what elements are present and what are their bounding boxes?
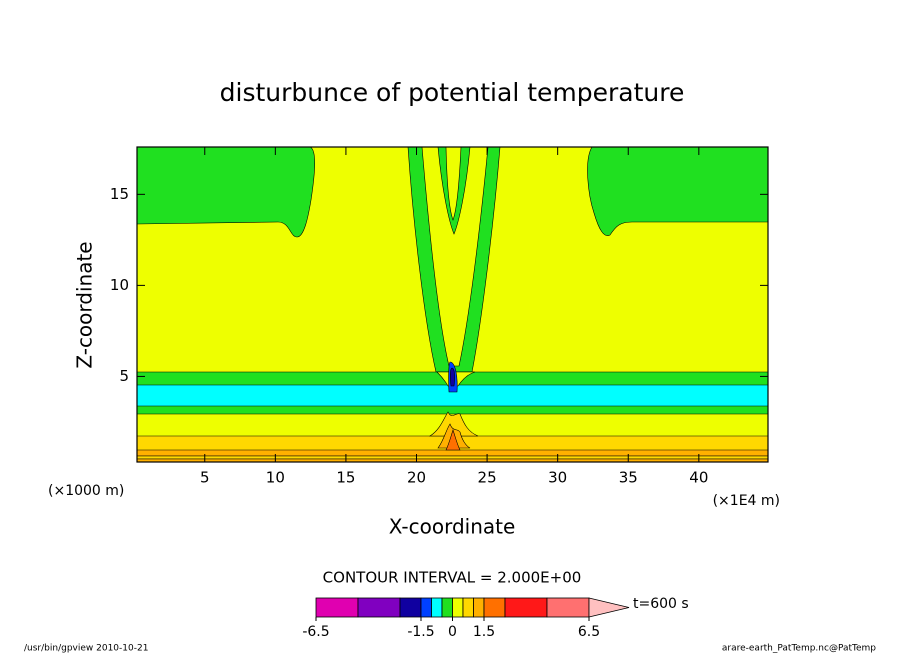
x-tick-label: 25 xyxy=(478,469,497,487)
contour-interval: CONTOUR INTERVAL = 2.000E+00 xyxy=(323,569,582,587)
contour-fill xyxy=(137,405,768,415)
contour-fill xyxy=(587,147,768,236)
colorbar-box xyxy=(315,597,359,618)
colorbar-box xyxy=(473,597,485,618)
x-unit-left: (×1000 m) xyxy=(48,483,124,499)
colorbar-box xyxy=(546,597,590,618)
x-tick-label: 15 xyxy=(336,469,355,487)
contour-fill xyxy=(450,367,455,387)
x-tick-label: 10 xyxy=(266,469,285,487)
contour-fill xyxy=(421,147,489,367)
chart-title: disturbunce of potential temperature xyxy=(220,78,685,107)
colorbar-box xyxy=(462,597,474,618)
colorbar-box xyxy=(399,597,422,618)
contour-fill xyxy=(445,429,461,451)
contour-fill xyxy=(445,147,462,221)
colorbar-box xyxy=(504,597,548,618)
y-tick-label: 5 xyxy=(119,367,129,385)
y-axis-label: Z-coordinate xyxy=(73,241,97,368)
contour-fill xyxy=(428,411,479,437)
colorbar-over xyxy=(588,597,630,618)
plot-frame xyxy=(136,146,769,463)
x-tick-label: 5 xyxy=(200,469,210,487)
footer-right: arare-earth_PatTemp.nc@PatTemp xyxy=(722,644,876,654)
colorbar-box xyxy=(431,597,443,618)
x-tick-label: 35 xyxy=(619,469,638,487)
y-tick-label: 15 xyxy=(110,185,129,203)
footer-left: /usr/bin/gpview 2010-10-21 xyxy=(24,644,148,654)
x-unit-right: (×1E4 m) xyxy=(713,493,780,509)
colorbar-tick-label: 0 xyxy=(448,624,457,640)
colorbar-tick-label: -1.5 xyxy=(407,624,434,640)
contour-fill xyxy=(137,455,768,460)
x-tick-label: 40 xyxy=(689,469,708,487)
contour-fill xyxy=(137,384,768,408)
y-tick-label: 10 xyxy=(110,276,129,294)
contour-fill xyxy=(137,147,315,238)
colorbar-box xyxy=(452,597,464,618)
colorbar-tick-label: 1.5 xyxy=(473,624,495,640)
colorbar-box xyxy=(483,597,506,618)
contour-fill xyxy=(137,449,768,457)
x-axis-label: X-coordinate xyxy=(389,515,516,539)
x-tick-label: 20 xyxy=(407,469,426,487)
time-label: t=600 s xyxy=(633,596,689,612)
colorbar-box xyxy=(357,597,401,618)
colorbar-tick-label: -6.5 xyxy=(302,624,329,640)
colorbar-tick-label: 6.5 xyxy=(578,624,600,640)
colorbar-box xyxy=(441,597,453,618)
colorbar-box xyxy=(420,597,432,618)
x-tick-label: 30 xyxy=(548,469,567,487)
